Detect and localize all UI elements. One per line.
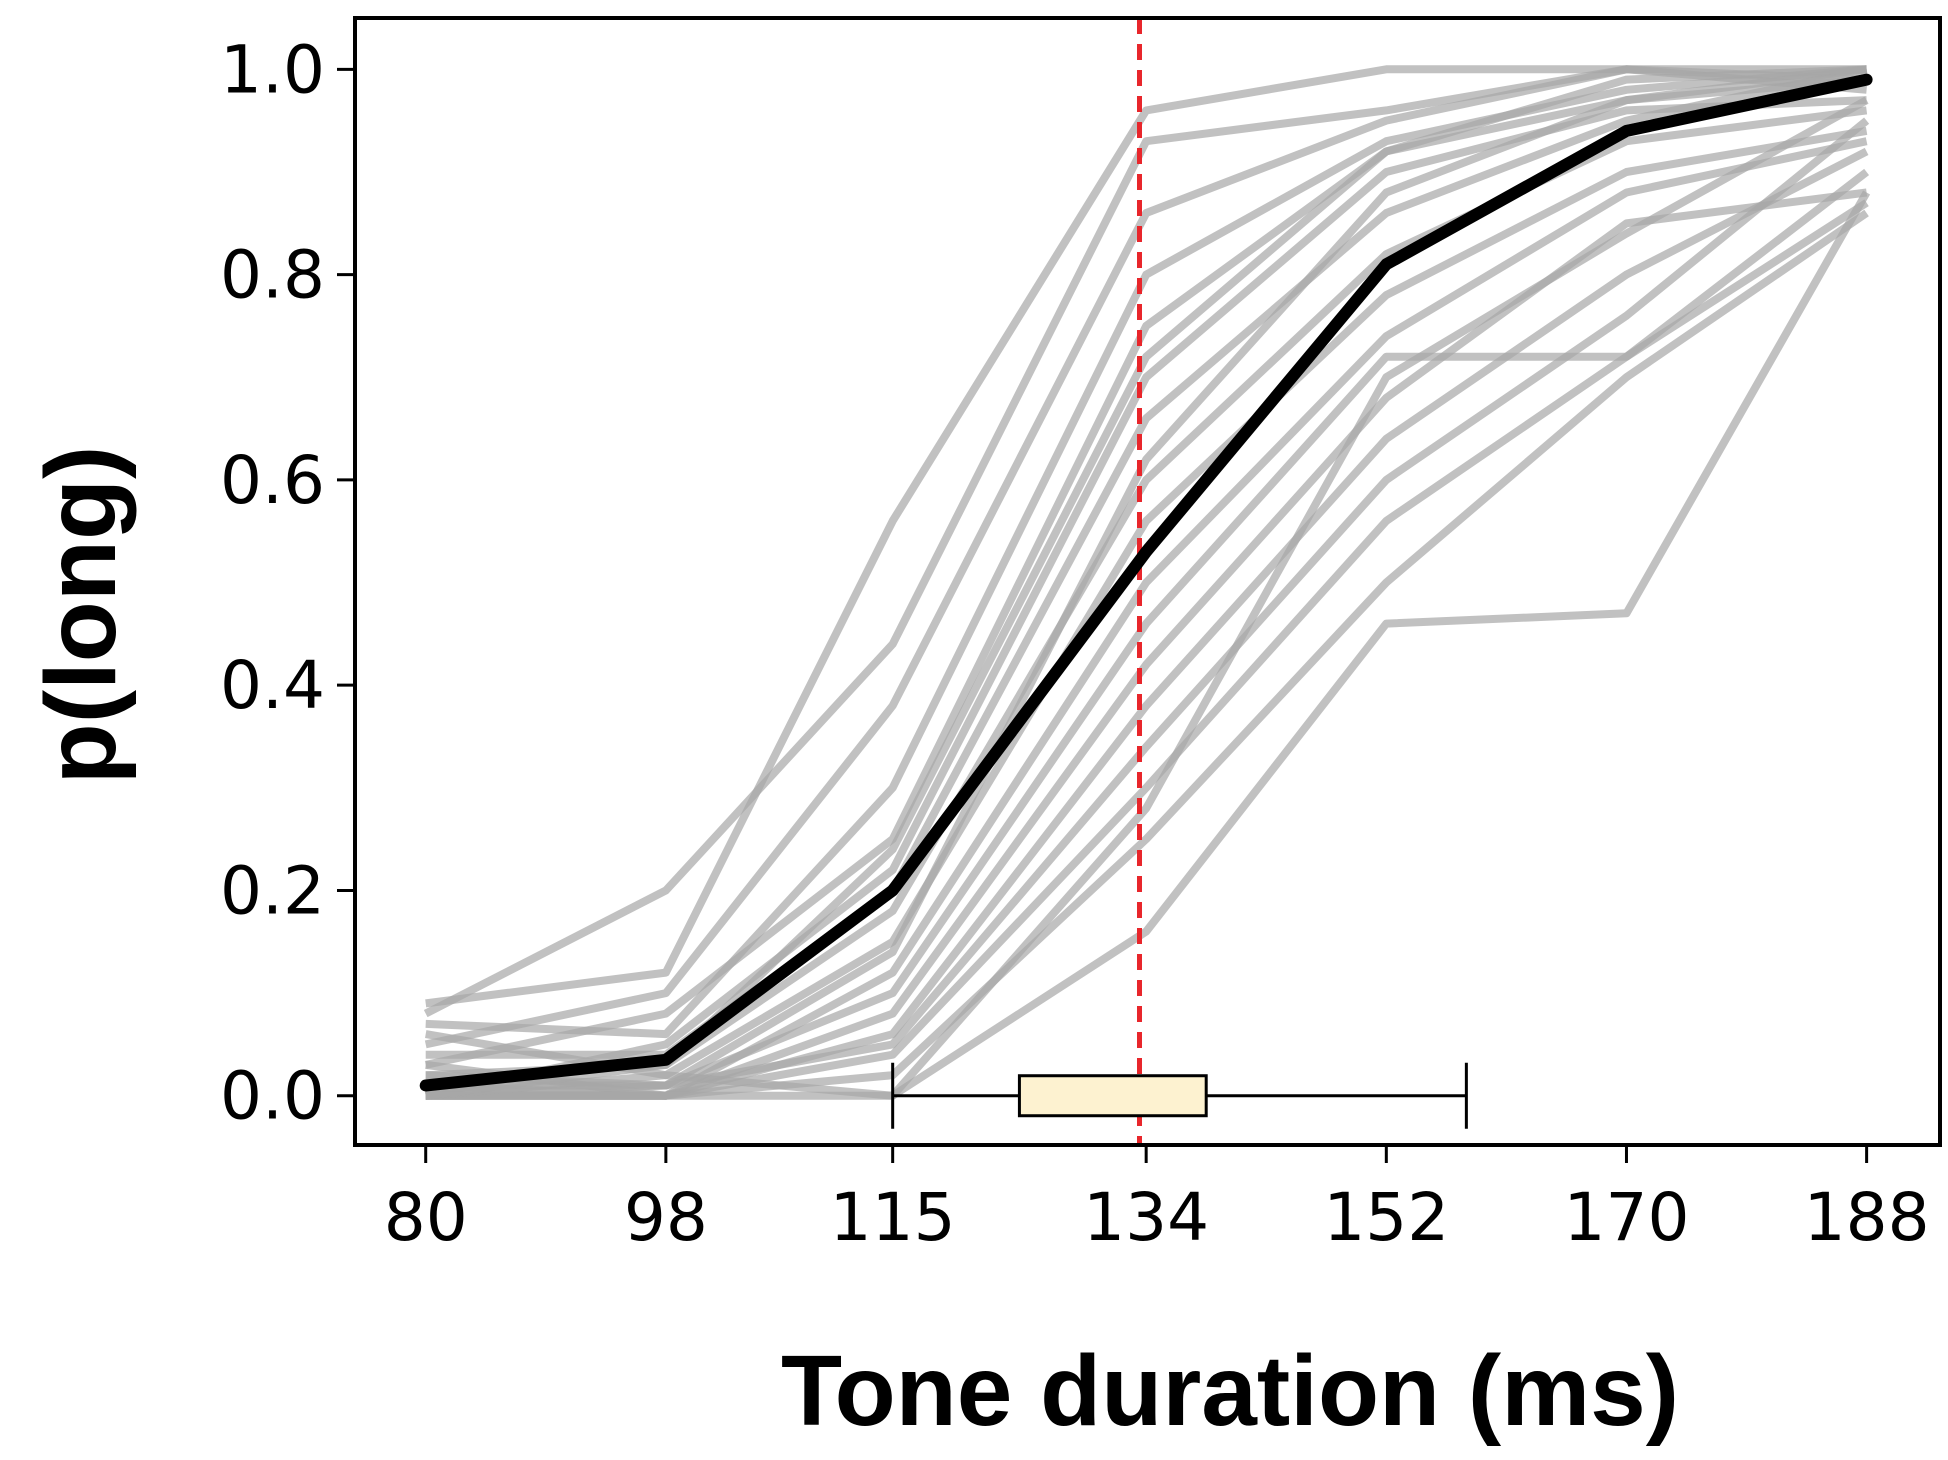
individual-curve-15 [425,199,1869,1100]
x-tick-label-170: 170 [1563,1179,1689,1256]
individual-curve-18 [425,96,1869,1100]
x-tick-label-152: 152 [1323,1179,1449,1256]
y-tick-label-0.2: 0.2 [220,852,325,929]
x-tick-label-134: 134 [1083,1179,1209,1256]
individual-curve-3 [424,65,1867,1049]
x-tick-label-188: 188 [1804,1179,1930,1256]
y-tick-label-0.8: 0.8 [220,237,325,314]
y-tick-label-1.0: 1.0 [220,31,325,108]
y-axis-title: p(long) [25,446,137,785]
individual-curve-19 [425,65,1868,1090]
x-axis-ticks: 80 98 115 134 152 170 188 [384,1145,1930,1256]
x-tick-label-80: 80 [384,1179,468,1256]
y-tick-label-0.0: 0.0 [220,1058,325,1135]
mean-curve-group [419,73,1873,1092]
x-tick-label-98: 98 [624,1179,708,1256]
individual-curves [423,65,1871,1100]
mean-curve [419,73,1873,1092]
y-tick-label-0.4: 0.4 [220,647,325,724]
individual-curve-17 [425,190,1871,1100]
duration-boxplot [891,1062,1468,1129]
y-axis-ticks: 0.0 0.2 0.4 0.6 0.8 1.0 [220,31,355,1135]
individual-curve-4 [425,65,1867,1039]
x-tick-label-115: 115 [830,1179,956,1256]
individual-curve-6 [424,96,1867,1100]
individual-curve-11 [425,168,1870,1100]
x-axis-title: Tone duration (ms) [781,1335,1679,1447]
boxplot-box [1017,1074,1208,1118]
y-tick-label-0.6: 0.6 [220,442,325,519]
